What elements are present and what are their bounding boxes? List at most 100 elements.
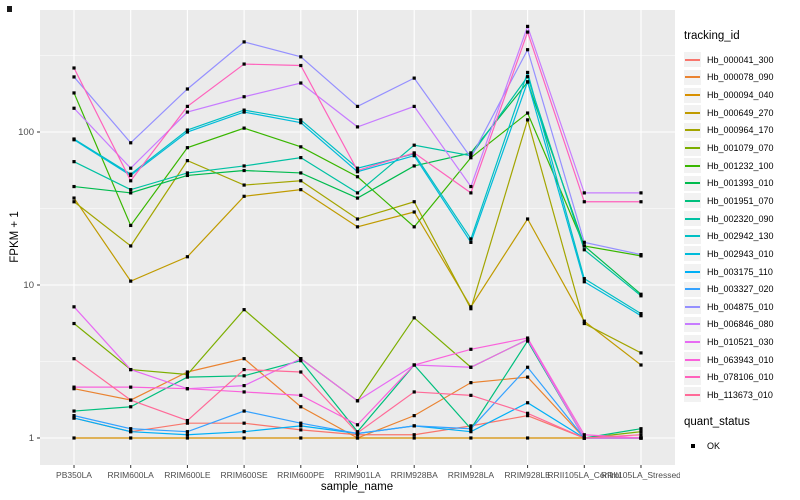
data-point: [469, 393, 473, 397]
data-point: [242, 183, 246, 187]
legend: tracking_id Hb_000041_300 Hb_000078_090 Hb…: [684, 30, 798, 454]
legend-item-label: Hb_001951_070: [707, 195, 774, 206]
data-point: [469, 347, 473, 351]
legend-item-Hb_001079_070: Hb_001079_070: [684, 139, 798, 157]
legend-key-swatch: [684, 175, 701, 191]
data-point: [72, 436, 76, 440]
data-point: [72, 106, 76, 110]
data-point: [525, 411, 530, 415]
data-point: [582, 321, 586, 326]
data-point: [129, 244, 133, 248]
data-point: [525, 414, 530, 418]
data-point: [242, 164, 246, 168]
data-point: [355, 104, 360, 109]
data-point: [129, 427, 133, 431]
legend-item-label: Hb_006846_080: [707, 319, 774, 330]
legend-item-label: Hb_000041_300: [707, 54, 774, 65]
legend-key-line: [685, 147, 700, 150]
legend-key-swatch: [684, 369, 701, 385]
legend-item-label: Hb_004875_010: [707, 301, 774, 312]
legend-item-Hb_010521_030: Hb_010521_030: [684, 333, 798, 351]
data-point: [242, 110, 246, 114]
data-point: [299, 357, 303, 361]
legend-key-line: [685, 288, 700, 291]
data-point: [639, 191, 643, 195]
legend-key-swatch: [684, 387, 701, 403]
legend-item-label: Hb_002943_010: [707, 248, 774, 259]
legend-item-Hb_000078_090: Hb_000078_090: [684, 69, 798, 87]
data-point: [72, 305, 76, 309]
legend-key-line: [685, 164, 700, 167]
x-tick-label: RRIM901LA: [334, 470, 381, 480]
data-point: [242, 62, 246, 66]
data-point: [242, 384, 246, 388]
y-tick-label: 10: [23, 280, 34, 291]
data-point: [72, 160, 76, 164]
data-point: [242, 126, 246, 130]
legend-key-swatch: [684, 246, 701, 262]
x-axis-title: sample_name: [320, 481, 394, 493]
data-point: [72, 91, 76, 95]
legend-item-Hb_002942_130: Hb_002942_130: [684, 227, 798, 245]
legend-key-swatch: [684, 299, 701, 315]
quant-status-title: quant_status: [684, 415, 750, 428]
data-point: [299, 405, 303, 409]
data-point: [129, 367, 133, 372]
data-point: [299, 171, 303, 175]
legend-item-Hb_113673_010: Hb_113673_010: [684, 386, 798, 404]
legend-key-line: [685, 305, 700, 308]
legend-item-label: Hb_001232_100: [707, 160, 774, 171]
data-point: [72, 138, 76, 142]
data-point: [469, 191, 473, 195]
legend-key-line: [685, 235, 700, 238]
data-point: [525, 375, 530, 379]
legend-item-Hb_000964_170: Hb_000964_170: [684, 122, 798, 140]
quant-status-item: OK: [684, 437, 798, 455]
data-point: [242, 194, 246, 198]
data-point: [525, 70, 530, 75]
data-point: [299, 424, 303, 428]
legend-item-Hb_000041_300: Hb_000041_300: [684, 51, 798, 69]
data-point: [639, 314, 643, 318]
legend-item-label: Hb_003327_020: [707, 284, 774, 295]
data-point: [185, 87, 190, 91]
data-point: [185, 421, 190, 425]
data-point: [582, 191, 586, 195]
x-tick-label: RRII105LA_Control: [547, 470, 621, 480]
legend-item-Hb_078106_010: Hb_078106_010: [684, 369, 798, 387]
legend-key-swatch: [684, 211, 701, 227]
data-point: [412, 414, 416, 418]
data-point: [412, 76, 416, 80]
data-point: [299, 428, 303, 432]
data-point: [412, 143, 416, 147]
data-point: [72, 196, 76, 200]
legend-key-line: [685, 76, 700, 79]
data-point: [525, 118, 530, 122]
data-point: [185, 146, 190, 150]
legend-item-Hb_002943_010: Hb_002943_010: [684, 245, 798, 263]
data-point: [639, 294, 643, 298]
data-point: [355, 431, 360, 435]
data-point: [185, 173, 190, 178]
legend-key-line: [685, 94, 700, 97]
data-point: [639, 430, 643, 434]
quant-key-swatch: [684, 438, 701, 454]
data-point: [185, 430, 190, 434]
legend-item-Hb_002320_090: Hb_002320_090: [684, 210, 798, 228]
legend-key-swatch: [684, 87, 701, 103]
data-point: [185, 375, 190, 379]
legend-key-swatch: [684, 158, 701, 174]
legend-key-swatch: [684, 105, 701, 121]
legend-key-line: [685, 182, 700, 185]
legend-item-Hb_001951_070: Hb_001951_070: [684, 192, 798, 210]
data-point: [639, 312, 643, 316]
data-point: [639, 200, 643, 204]
legend-item-label: Hb_010521_030: [707, 337, 774, 348]
legend-item-Hb_003175_110: Hb_003175_110: [684, 263, 798, 281]
data-point: [525, 365, 530, 369]
quant-status-label: OK: [707, 440, 721, 451]
data-point: [299, 393, 303, 397]
data-point: [525, 401, 530, 405]
data-point: [469, 151, 473, 155]
legend-item-label: Hb_000649_270: [707, 107, 774, 118]
